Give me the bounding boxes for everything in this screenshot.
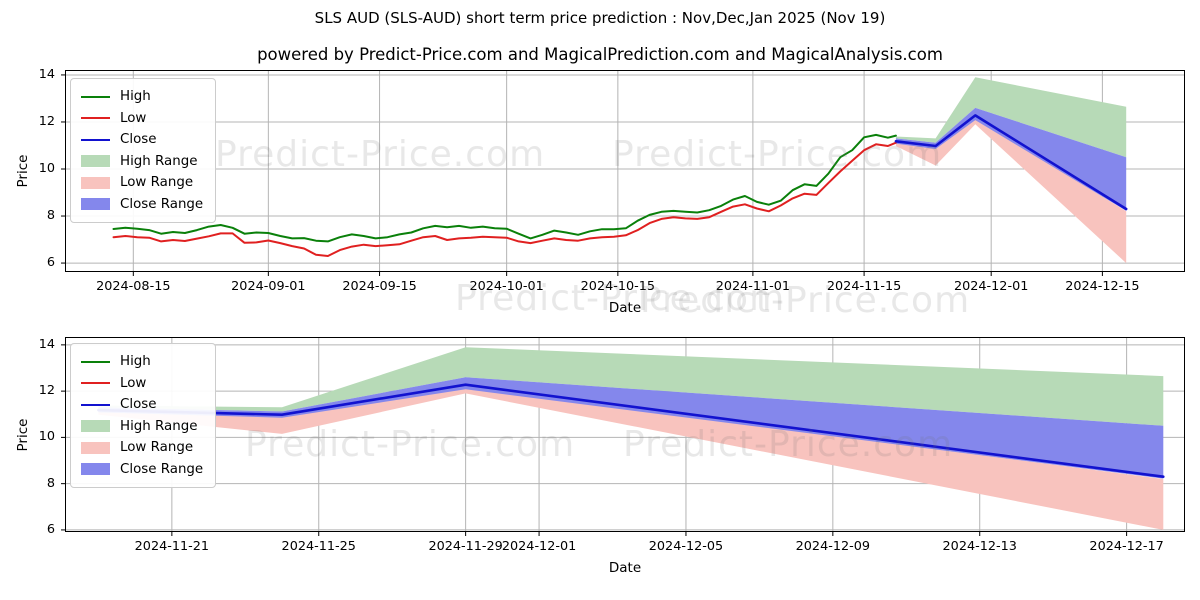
legend-label: High	[120, 354, 151, 369]
y-tick-label: 14	[38, 66, 55, 82]
page-title: SLS AUD (SLS-AUD) short term price predi…	[314, 9, 886, 27]
plot-border	[65, 337, 1185, 532]
x-tick-label: 2024-12-01	[953, 279, 1029, 294]
legend-swatch-line	[81, 403, 110, 406]
low-range-band	[895, 118, 1127, 264]
legend-swatch-patch	[81, 198, 110, 211]
legend-item-low-range: Low Range	[81, 172, 203, 194]
y-tick-label: 14	[38, 336, 55, 352]
x-tick-label: 2024-11-25	[281, 539, 356, 554]
legend-item-high: High	[81, 351, 203, 373]
y-tick-label: 12	[38, 383, 55, 399]
x-axis-label: Date	[608, 300, 642, 316]
legend-swatch-patch	[81, 155, 110, 168]
y-tick-label: 6	[46, 521, 55, 537]
legend-label: High Range	[120, 418, 198, 434]
x-tick-label: 2024-11-01	[715, 279, 791, 294]
y-tick-label: 8	[46, 475, 55, 491]
legend-swatch-line	[81, 382, 110, 385]
x-tick-label: 2024-11-21	[134, 539, 210, 554]
legend-swatch-line	[81, 95, 110, 98]
plot-border	[65, 70, 1185, 272]
legend-item-low: Low	[81, 373, 203, 395]
legend-swatch-line	[81, 360, 110, 363]
legend-label: Close Range	[120, 196, 204, 212]
y-tick-label: 6	[46, 255, 55, 271]
legend-item-high-range: High Range	[81, 416, 203, 438]
legend-swatch-patch	[81, 441, 110, 454]
x-tick-label: 2024-11-15	[826, 279, 902, 294]
x-tick-label: 2024-10-01	[469, 279, 544, 294]
high-range-band	[895, 77, 1127, 158]
legend-swatch-patch	[81, 463, 110, 476]
y-tick-label: 10	[38, 161, 55, 176]
legend-label: High	[120, 89, 151, 104]
legend-item-high: High	[81, 86, 203, 108]
legend-swatch-patch	[81, 420, 110, 433]
legend-item-close-range: Close Range	[81, 194, 203, 216]
legend-item-close-range: Close Range	[81, 459, 203, 481]
x-axis-label: Date	[608, 560, 642, 576]
x-tick-label: 2024-10-15	[580, 279, 656, 294]
x-tick-label: 2024-09-15	[342, 279, 417, 294]
legend-label: Close Range	[120, 461, 204, 477]
legend-label: Close	[120, 397, 157, 412]
price-history-chart: High Low Close High Range Low Range Close Ran…	[15, 67, 1185, 316]
legend-item-low: Low	[81, 108, 203, 130]
close-range-band	[98, 377, 1164, 479]
legend-item-high-range: High Range	[81, 151, 203, 173]
low-line	[112, 141, 897, 257]
legend-swatch-patch	[81, 176, 110, 189]
legend-item-close: Close	[81, 394, 203, 416]
y-tick-label: 10	[38, 429, 55, 445]
chart-canvas	[61, 337, 1185, 536]
x-tick-label: 2024-11-29	[428, 539, 503, 554]
low-range-band	[98, 387, 1164, 530]
legend: High Low Close High Range Low Range Close Ran…	[70, 78, 217, 223]
x-tick-label: 2024-08-15	[96, 279, 171, 294]
legend: High Low Close High Range Low Range Close Ran…	[70, 343, 217, 488]
high-range-band	[98, 347, 1164, 426]
x-tick-label: 2024-12-17	[1089, 539, 1164, 554]
close-line	[894, 114, 1128, 211]
high-line	[112, 133, 897, 243]
y-tick-label: 12	[38, 113, 55, 129]
forecast-chart: High Low Close High Range Low Range Close Ran…	[15, 337, 1185, 576]
x-tick-label: 2024-12-09	[795, 539, 871, 554]
legend-swatch-line	[81, 138, 110, 141]
x-tick-label: 2024-09-01	[231, 279, 306, 294]
page-subtitle: powered by Predict-Price.com and Magical…	[257, 45, 943, 64]
x-tick-label: 2024-12-05	[648, 539, 724, 554]
y-tick-label: 8	[46, 208, 55, 224]
legend-item-low-range: Low Range	[81, 437, 203, 459]
legend-label: Close	[120, 132, 157, 147]
legend-item-close: Close	[81, 129, 203, 151]
legend-swatch-line	[81, 117, 110, 120]
chart-canvas	[61, 70, 1185, 276]
legend-label: Low	[120, 375, 147, 391]
x-tick-label: 2024-12-13	[942, 539, 1017, 554]
legend-label: Low Range	[120, 175, 194, 190]
legend-label: Low Range	[120, 440, 194, 455]
x-tick-label: 2024-12-01	[501, 539, 577, 554]
legend-label: High Range	[120, 153, 198, 169]
x-tick-label: 2024-12-15	[1065, 279, 1140, 294]
legend-label: Low	[120, 110, 147, 126]
